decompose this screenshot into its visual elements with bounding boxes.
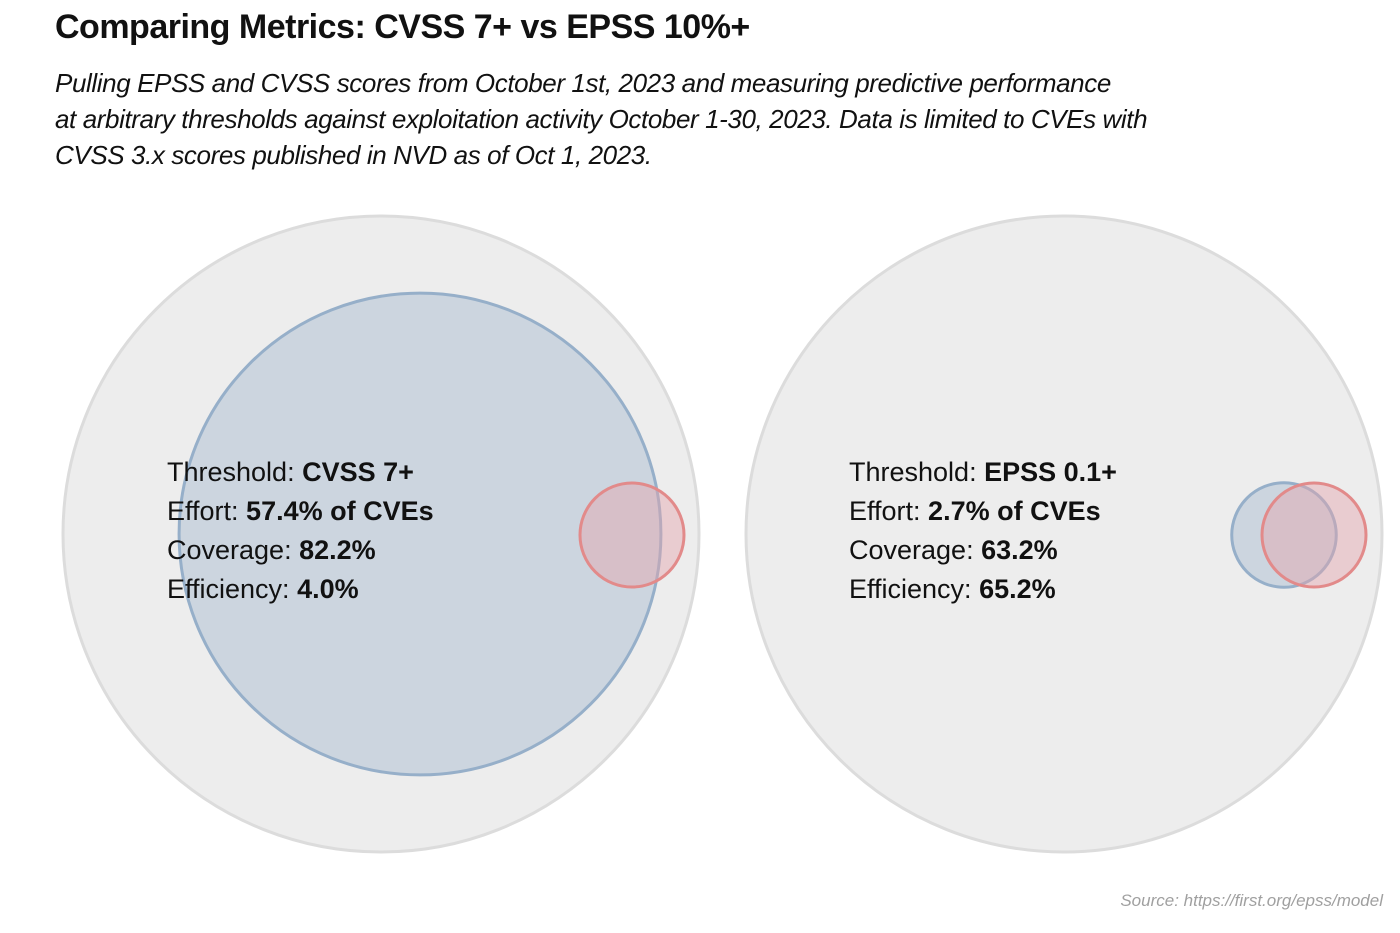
- venn-label-row: Efficiency: 65.2%: [849, 574, 1056, 604]
- venn-label-value: 57.4% of CVEs: [246, 496, 434, 526]
- venn-label-key: Efficiency:: [167, 574, 297, 604]
- venn-label-key: Threshold:: [849, 457, 984, 487]
- subtitle-line: at arbitrary thresholds against exploita…: [55, 104, 1148, 134]
- venn-label-value: EPSS 0.1+: [984, 457, 1117, 487]
- venn-panel-epss: Threshold: EPSS 0.1+ Effort: 2.7% of CVEs…: [744, 214, 1384, 854]
- venn-label-key: Efficiency:: [849, 574, 979, 604]
- venn-label-value: 65.2%: [979, 574, 1056, 604]
- venn-panel-cvss: Threshold: CVSS 7+ Effort: 57.4% of CVEs C…: [61, 214, 701, 854]
- population-circle: [744, 214, 1384, 854]
- source-note: Source: https://first.org/epss/model: [1120, 891, 1383, 910]
- venn-label-key: Coverage:: [167, 535, 299, 565]
- venn-label-value: 63.2%: [981, 535, 1058, 565]
- exploited-circle: [1260, 481, 1368, 589]
- venn-label-value: CVSS 7+: [302, 457, 414, 487]
- chart-title: Comparing Metrics: CVSS 7+ vs EPSS 10%+: [55, 8, 750, 46]
- venn-label-row: Coverage: 82.2%: [167, 535, 376, 565]
- venn-label-row: Efficiency: 4.0%: [167, 574, 359, 604]
- remediated-circle: [177, 291, 663, 777]
- venn-label-key: Effort:: [849, 496, 928, 526]
- venn-label-row: Threshold: CVSS 7+: [167, 457, 414, 487]
- venn-label-row: Threshold: EPSS 0.1+: [849, 457, 1117, 487]
- subtitle-line: CVSS 3.x scores published in NVD as of O…: [55, 140, 652, 170]
- chart-subtitle: Pulling EPSS and CVSS scores from Octobe…: [55, 65, 1335, 173]
- venn-label-row: Effort: 2.7% of CVEs: [849, 496, 1101, 526]
- venn-label-value: 82.2%: [299, 535, 376, 565]
- subtitle-line: Pulling EPSS and CVSS scores from Octobe…: [55, 68, 1111, 98]
- venn-label-key: Threshold:: [167, 457, 302, 487]
- remediated-circle: [1230, 481, 1338, 589]
- venn-label-key: Effort:: [167, 496, 246, 526]
- venn-label-value: 4.0%: [297, 574, 359, 604]
- venn-label-value: 2.7% of CVEs: [928, 496, 1101, 526]
- venn-label-row: Coverage: 63.2%: [849, 535, 1058, 565]
- exploited-circle: [578, 481, 686, 589]
- venn-label-key: Coverage:: [849, 535, 981, 565]
- venn-label-row: Effort: 57.4% of CVEs: [167, 496, 434, 526]
